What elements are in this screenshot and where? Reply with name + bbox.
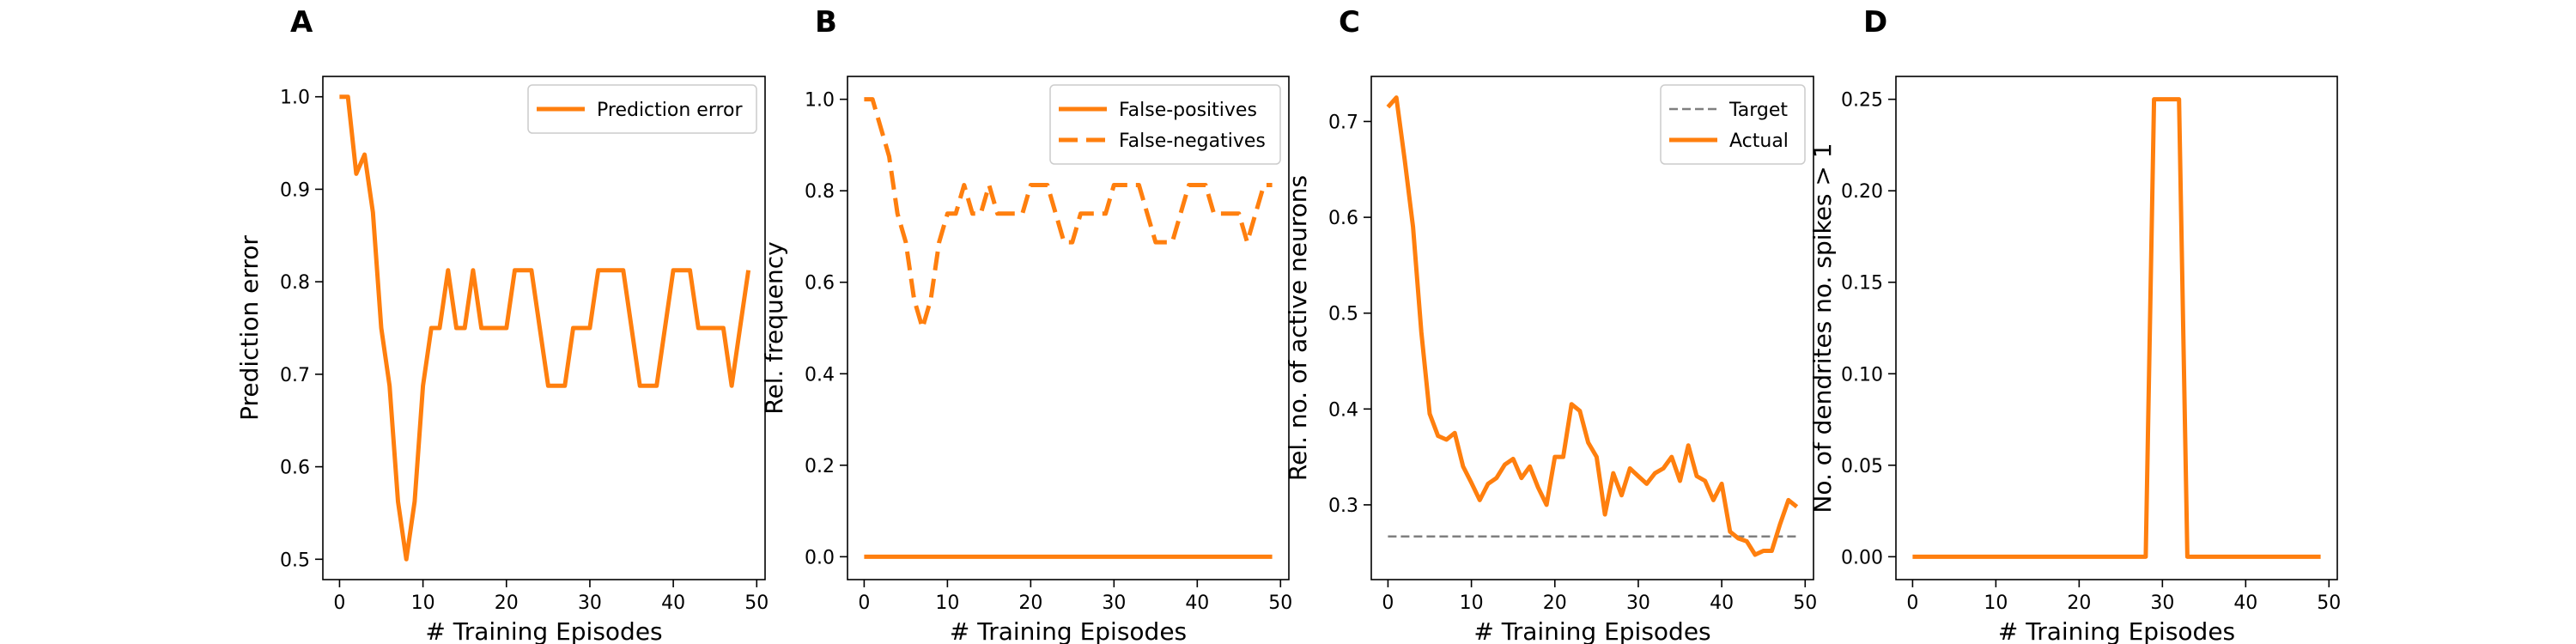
x-tick-label: 40	[1710, 592, 1734, 614]
y-tick-label: 0.7	[280, 365, 310, 386]
x-axis-label: # Training Episodes	[950, 617, 1187, 644]
y-tick-label: 0.4	[1328, 399, 1358, 421]
legend-label: Prediction error	[597, 100, 743, 121]
x-axis-label: # Training Episodes	[1473, 617, 1710, 644]
series-line-actual	[1386, 95, 1799, 557]
plot-frame	[847, 76, 1290, 580]
panel-b: B 0 10 20 30 40 50 0.0 0.2 0.4 0.6 0.8 1.0 # Training…	[760, 5, 1292, 644]
x-tick-label: 30	[1102, 592, 1126, 614]
legend-label: False-negatives	[1119, 131, 1266, 152]
x-tick-label: 10	[411, 592, 435, 614]
y-tick-label: 0.8	[280, 272, 310, 294]
panel-letter: A	[290, 5, 313, 39]
x-tick-label: 50	[1793, 592, 1817, 614]
legend-label: Actual	[1729, 131, 1789, 152]
y-axis-label: Prediction error	[235, 235, 264, 421]
x-tick-label: 0	[333, 592, 345, 614]
y-tick-label: 0.6	[805, 273, 835, 295]
x-tick-label: 20	[2067, 592, 2091, 614]
x-tick-label: 0	[1382, 592, 1394, 614]
legend-label: Target	[1728, 100, 1788, 121]
legend: Prediction error	[527, 84, 757, 134]
series-line-false-negatives	[864, 97, 1273, 331]
y-axis-label: Rel. no. of active neurons	[1284, 175, 1312, 481]
panel-letter: B	[815, 5, 837, 39]
y-tick-label: 0.10	[1841, 364, 1883, 386]
y-tick-label: 0.9	[280, 179, 310, 201]
x-tick-label: 50	[1268, 592, 1292, 614]
panel-d: D 0 10 20 30 40 50 0.00 0.05 0.10 0.15 0.20 0.25 # Tr…	[1808, 5, 2341, 644]
y-tick-label: 0.6	[280, 458, 310, 479]
panel-a: A 0 10 20 30 40 50 0.5 0.6 0.7 0.8 0.9 1.0 # Training…	[235, 5, 769, 644]
y-tick-label: 0.0	[805, 547, 835, 568]
x-tick-label: 30	[578, 592, 602, 614]
y-tick-label: 0.7	[1328, 112, 1358, 133]
panel-letter: C	[1339, 5, 1360, 39]
x-axis-label: # Training Episodes	[1998, 617, 2235, 644]
x-tick-label: 0	[1906, 592, 1918, 614]
x-tick-label: 10	[1460, 592, 1484, 614]
y-tick-label: 0.20	[1841, 181, 1883, 203]
x-tick-label: 40	[1185, 592, 1209, 614]
x-tick-label: 50	[2317, 592, 2341, 614]
series-line-main	[1912, 97, 2321, 559]
y-tick-label: 0.4	[805, 364, 835, 386]
y-tick-label: 0.15	[1841, 273, 1883, 295]
x-tick-label: 40	[661, 592, 685, 614]
series-line-prediction-error	[339, 94, 751, 562]
x-tick-label: 30	[2150, 592, 2174, 614]
x-tick-label: 20	[1543, 592, 1567, 614]
x-tick-label: 30	[1626, 592, 1650, 614]
y-axis-label: Rel. frequency	[760, 241, 788, 414]
x-tick-label: 20	[1018, 592, 1042, 614]
plot-frame	[322, 76, 766, 580]
x-tick-label: 0	[858, 592, 870, 614]
x-axis-label: # Training Episodes	[425, 617, 662, 644]
y-tick-label: 0.00	[1841, 547, 1883, 568]
x-tick-label: 50	[744, 592, 769, 614]
legend: False-positives False-negatives	[1049, 84, 1281, 165]
y-tick-label: 0.2	[805, 456, 835, 477]
y-axis-label: No. of dendrites no. spikes > 1	[1808, 143, 1837, 513]
x-tick-label: 10	[1984, 592, 2008, 614]
y-tick-label: 0.6	[1328, 208, 1358, 229]
legend-box	[527, 84, 757, 134]
y-tick-label: 1.0	[280, 88, 310, 109]
x-tick-label: 40	[2233, 592, 2257, 614]
y-tick-label: 1.0	[805, 90, 835, 112]
x-tick-label: 20	[495, 592, 519, 614]
legend-box	[1049, 84, 1281, 165]
y-tick-label: 0.25	[1841, 90, 1883, 112]
legend-box	[1660, 84, 1806, 165]
y-tick-label: 0.05	[1841, 456, 1883, 477]
legend-label: False-positives	[1119, 100, 1257, 121]
legend: Target Actual	[1660, 84, 1806, 165]
panel-c: C 0 10 20 30 40 50 0.3 0.4 0.5 0.6 0.7 # Training Ep…	[1284, 5, 1817, 644]
y-tick-label: 0.3	[1328, 495, 1358, 517]
y-tick-label: 0.5	[1328, 304, 1358, 325]
y-tick-label: 0.5	[280, 550, 310, 571]
panel-letter: D	[1863, 5, 1887, 39]
x-tick-label: 10	[935, 592, 959, 614]
y-tick-label: 0.8	[805, 181, 835, 203]
plot-frame	[1895, 76, 2338, 580]
plot-frame	[1370, 76, 1814, 580]
